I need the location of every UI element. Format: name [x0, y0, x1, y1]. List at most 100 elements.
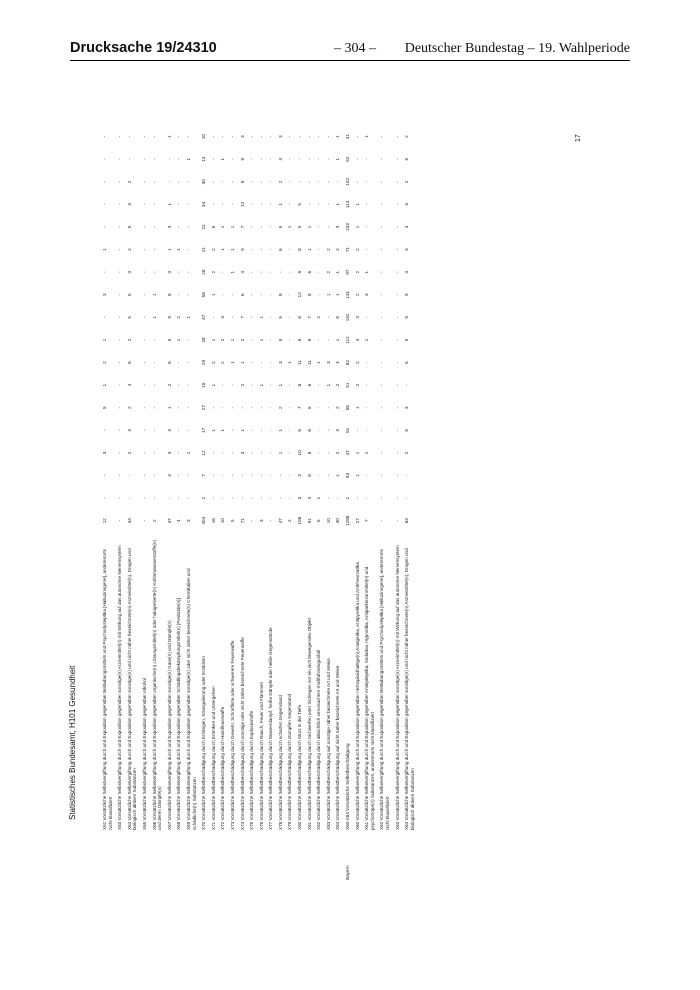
value-cell: 1: [220, 225, 226, 229]
value-cell: -: [258, 294, 264, 296]
value-cell: -: [287, 271, 293, 273]
value-cell: -: [316, 452, 322, 454]
value-cell: -: [394, 294, 400, 296]
value-cell: 1: [176, 338, 182, 342]
value-cell: 5: [102, 406, 107, 410]
value-cell: 2: [277, 406, 283, 410]
value-cell: -: [220, 406, 226, 409]
table-row: X68 Vorsätzliche Selbstvergiftung durch …: [174, 125, 184, 880]
value-cell: 2: [126, 406, 132, 410]
value-cell: -: [151, 452, 157, 454]
value-cell: 30: [335, 518, 341, 524]
value-cell: -: [379, 361, 385, 364]
value-cell: -: [316, 271, 322, 273]
value-cell: -: [379, 294, 385, 296]
value-cell: -: [176, 497, 182, 499]
value-cell: -: [249, 429, 255, 432]
value-cell: 2: [201, 496, 207, 500]
value-cell: 6: [239, 180, 245, 184]
value-cell: -: [141, 135, 147, 138]
description-cell: X64 Vorsätzliche Selbstvergiftung durch …: [404, 548, 415, 830]
description-cell: X82 Vorsätzliche Selbstbeschädigung durc…: [316, 649, 322, 830]
value-cell: -: [364, 406, 370, 409]
value-cell: -: [151, 361, 157, 364]
value-cell: 63: [404, 518, 410, 524]
value-cell: 1: [220, 157, 226, 161]
value-cell: -: [258, 406, 264, 409]
value-cell: -: [117, 452, 123, 454]
value-cell: -: [379, 181, 385, 183]
value-cell: -: [229, 316, 235, 319]
value-cell: -: [126, 497, 132, 499]
value-cell: 7: [306, 316, 312, 319]
value-cell: 2: [325, 270, 331, 274]
value-cell: -: [117, 474, 123, 477]
value-cell: 404: [201, 516, 207, 525]
value-cell: -: [325, 135, 331, 138]
value-cell: -: [249, 271, 255, 273]
state-cell: [377, 830, 392, 880]
value-cell: 3: [166, 451, 172, 455]
value-cell: -: [325, 158, 331, 160]
value-cell: -: [268, 203, 274, 206]
value-cell: 2: [277, 180, 283, 184]
value-cell: -: [258, 181, 264, 183]
value-cell: 2: [325, 248, 331, 251]
value-cell: 47: [201, 314, 207, 320]
value-cell: 6: [306, 383, 312, 387]
value-cell: 3: [335, 225, 341, 229]
value-cell: 22: [201, 224, 207, 230]
state-cell: [353, 830, 363, 880]
value-cell: 47: [166, 518, 172, 524]
value-cell: -: [394, 474, 400, 477]
value-cell: 3: [239, 451, 245, 455]
value-cell: -: [379, 226, 385, 228]
value-cell: -: [151, 203, 157, 206]
value-cell: 3: [126, 429, 132, 432]
value-cell: -: [268, 429, 274, 432]
value-cell: -: [185, 406, 191, 409]
table-row: X72 Vorsätzliche Selbstbeschädigung durc…: [218, 125, 228, 880]
value-cell: 5: [126, 225, 132, 229]
value-cell: 103: [345, 223, 351, 231]
state-cell: [184, 830, 199, 880]
value-cell: -: [379, 429, 385, 432]
value-cell: 1: [258, 383, 264, 387]
value-cell: 2: [126, 338, 132, 342]
value-cell: -: [268, 135, 274, 138]
value-cell: 1: [210, 293, 216, 297]
value-cell: -: [176, 406, 182, 409]
value-cell: 1: [166, 135, 172, 138]
value-cell: 97: [345, 269, 351, 275]
value-cell: -: [316, 203, 322, 206]
value-cell: -: [176, 226, 182, 228]
state-cell: [333, 830, 343, 880]
value-cell: 1: [220, 248, 226, 251]
value-cell: 71: [345, 247, 351, 253]
value-cell: -: [287, 248, 293, 251]
value-cell: -: [268, 316, 274, 319]
table-row: X69 Vorsätzliche Selbstvergiftung durch …: [184, 125, 199, 880]
value-cell: -: [268, 384, 274, 386]
value-cell: -: [220, 384, 226, 386]
value-cell: -: [117, 226, 123, 228]
parliament-period: Deutscher Bundestag – 19. Wahlperiode: [404, 41, 630, 56]
description-cell: X60 Vorsätzliche Selbstvergiftung durch …: [354, 562, 360, 830]
value-cell: -: [185, 203, 191, 206]
source-page-number: 17: [575, 134, 582, 142]
description-cell: X62 Vorsätzliche Selbstvergiftung durch …: [102, 549, 113, 830]
state-cell: [393, 830, 403, 880]
value-cell: -: [258, 361, 264, 364]
value-cell: -: [394, 429, 400, 432]
value-cell: 3: [354, 316, 360, 319]
value-cell: -: [335, 497, 341, 499]
value-cell: 6: [277, 248, 283, 251]
value-cell: 7: [364, 519, 370, 522]
value-cell: 2: [220, 338, 226, 342]
value-cell: 1: [102, 338, 107, 342]
table-row: X84 Vorsätzliche Selbstbeschädigung auf …: [333, 125, 343, 880]
value-cell: -: [102, 429, 107, 432]
value-cell: -: [117, 203, 123, 206]
value-cell: 5: [404, 338, 410, 342]
value-cell: -: [394, 158, 400, 160]
